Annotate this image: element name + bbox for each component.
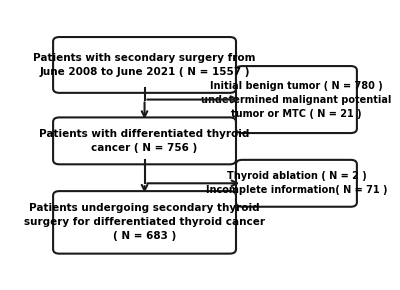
FancyBboxPatch shape xyxy=(236,160,357,207)
Text: Patients undergoing secondary thyroid
surgery for differentiated thyroid cancer
: Patients undergoing secondary thyroid su… xyxy=(24,203,265,241)
Text: Thyroid ablation ( N = 2 )
Incomplete information( N = 71 ): Thyroid ablation ( N = 2 ) Incomplete in… xyxy=(206,171,387,195)
FancyBboxPatch shape xyxy=(53,37,236,93)
Text: Patients with differentiated thyroid
cancer ( N = 756 ): Patients with differentiated thyroid can… xyxy=(39,129,250,153)
FancyBboxPatch shape xyxy=(53,191,236,254)
FancyBboxPatch shape xyxy=(236,66,357,133)
FancyBboxPatch shape xyxy=(53,117,236,164)
Text: Initial benign tumor ( N = 780 )
undetermined malignant potential
tumor or MTC (: Initial benign tumor ( N = 780 ) undeter… xyxy=(201,81,392,119)
Text: Patients with secondary surgery from
June 2008 to June 2021 ( N = 1557 ): Patients with secondary surgery from Jun… xyxy=(33,53,256,77)
